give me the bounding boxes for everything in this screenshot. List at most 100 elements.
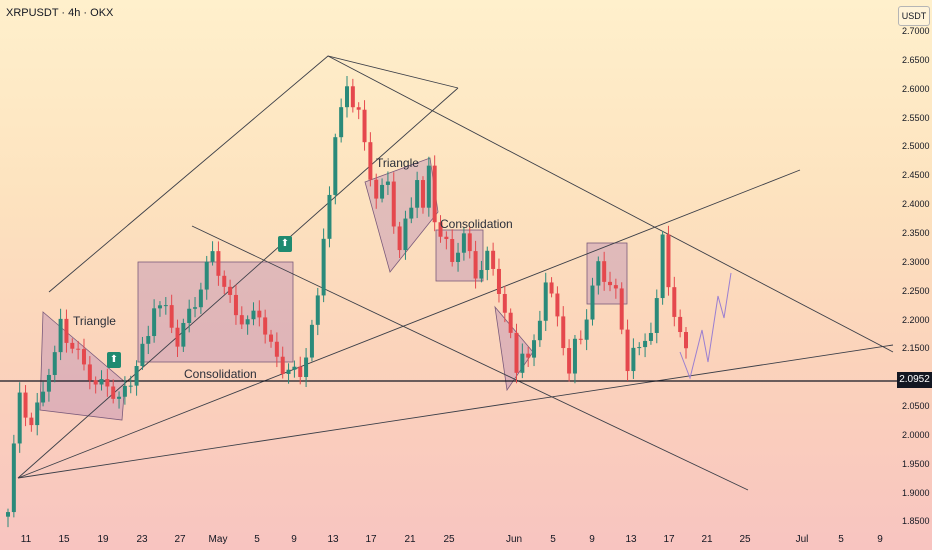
candle-body xyxy=(409,207,414,219)
candle-body xyxy=(157,305,162,309)
x-tick-label: 21 xyxy=(701,534,713,545)
y-tick-label: 2.6000 xyxy=(902,83,930,94)
candle-body xyxy=(257,310,262,318)
y-tick-label: 2.7000 xyxy=(902,26,930,36)
candle-body xyxy=(537,320,542,341)
candle-body xyxy=(251,310,256,320)
candle-body xyxy=(345,86,349,108)
candle-body xyxy=(374,179,379,199)
candle-body xyxy=(81,349,86,365)
candle-body xyxy=(549,282,554,294)
candle-body xyxy=(684,332,688,349)
candle-body xyxy=(193,307,198,309)
candle-body xyxy=(485,250,490,270)
candle-body xyxy=(309,324,314,358)
annotation-consolidation-1: Consolidation xyxy=(184,367,257,381)
candle-body xyxy=(637,347,642,349)
candle-body xyxy=(239,315,244,325)
annotation-triangle-2: Triangle xyxy=(376,156,419,170)
candle-body xyxy=(46,374,51,392)
candle-body xyxy=(128,385,133,387)
candle-body xyxy=(561,316,566,349)
y-tick-label: 2.4000 xyxy=(902,199,930,210)
candle-body xyxy=(362,109,367,143)
x-tick-label: Jul xyxy=(795,534,809,545)
candle-body xyxy=(321,238,326,296)
candle-body xyxy=(584,319,589,340)
candle-body xyxy=(572,338,577,374)
candle-body xyxy=(648,332,653,341)
candle-body xyxy=(397,226,402,251)
candle-body xyxy=(187,308,192,323)
candle-body xyxy=(532,340,537,358)
candle-body xyxy=(520,353,525,373)
candle-body xyxy=(491,250,496,269)
x-tick-label: 9 xyxy=(291,534,297,545)
candle-body xyxy=(555,293,560,317)
candle-body xyxy=(567,348,572,374)
consolidation-zone xyxy=(137,261,294,363)
x-tick-label: 13 xyxy=(625,534,637,545)
y-tick-label: 2.1500 xyxy=(902,343,930,354)
candle-body xyxy=(298,366,303,377)
candle-body xyxy=(672,287,677,317)
candle-body xyxy=(175,327,180,347)
candle-body xyxy=(660,234,665,299)
x-tick-label: 27 xyxy=(174,534,186,545)
currency-badge[interactable]: USDT xyxy=(898,6,930,26)
arrow-up-icon: ⬆ xyxy=(278,236,292,252)
y-tick-label: 1.9000 xyxy=(902,487,930,498)
x-tick-label: 17 xyxy=(663,534,675,545)
y-tick-label: 2.6500 xyxy=(902,54,930,65)
candle-body xyxy=(420,180,425,208)
candle-body xyxy=(368,142,373,180)
candle-body xyxy=(666,234,671,288)
candle-body xyxy=(41,391,46,403)
candle-body xyxy=(163,305,168,307)
candle-body xyxy=(233,294,238,316)
x-tick-label: 5 xyxy=(254,534,260,545)
candle-body xyxy=(356,107,361,110)
candle-body xyxy=(152,308,157,337)
candle-body xyxy=(286,369,291,374)
candle-body xyxy=(146,336,151,344)
candle-body xyxy=(274,341,279,357)
candle-body xyxy=(134,366,139,386)
candle-body xyxy=(432,165,437,223)
candle-body xyxy=(304,357,309,377)
x-tick-label: 9 xyxy=(589,534,595,545)
x-tick-label: 23 xyxy=(136,534,148,545)
trendline xyxy=(191,225,749,491)
candle-body xyxy=(608,281,613,286)
y-tick-label: 2.3500 xyxy=(902,227,930,238)
x-tick-label: 11 xyxy=(20,534,32,545)
y-tick-label: 2.3000 xyxy=(902,256,930,267)
annotation-triangle-1: Triangle xyxy=(73,314,116,328)
candle-body xyxy=(391,181,396,227)
x-tick-label: 9 xyxy=(877,534,883,545)
candle-body xyxy=(111,386,116,399)
candle-body xyxy=(198,289,203,308)
candle-body xyxy=(181,322,186,347)
candle-body xyxy=(263,317,268,335)
arrow-up-icon: ⬆ xyxy=(107,352,121,368)
candle-body xyxy=(93,380,98,385)
x-tick-label: 13 xyxy=(327,534,339,545)
y-tick-label: 2.5500 xyxy=(902,112,930,123)
candle-body xyxy=(23,392,28,418)
candle-body xyxy=(461,233,466,253)
x-tick-label: 5 xyxy=(550,534,556,545)
candle-body xyxy=(643,340,648,348)
candle-body xyxy=(35,402,40,426)
current-price-tag: 2.0952 xyxy=(897,372,932,388)
annotation-consolidation-2: Consolidation xyxy=(440,217,513,231)
candle-body xyxy=(228,286,233,295)
candle-body xyxy=(29,417,34,426)
x-tick-label: 21 xyxy=(404,534,416,545)
candle-body xyxy=(333,137,338,195)
candle-body xyxy=(269,334,274,342)
candle-body xyxy=(11,443,16,513)
candle-body xyxy=(467,233,472,252)
